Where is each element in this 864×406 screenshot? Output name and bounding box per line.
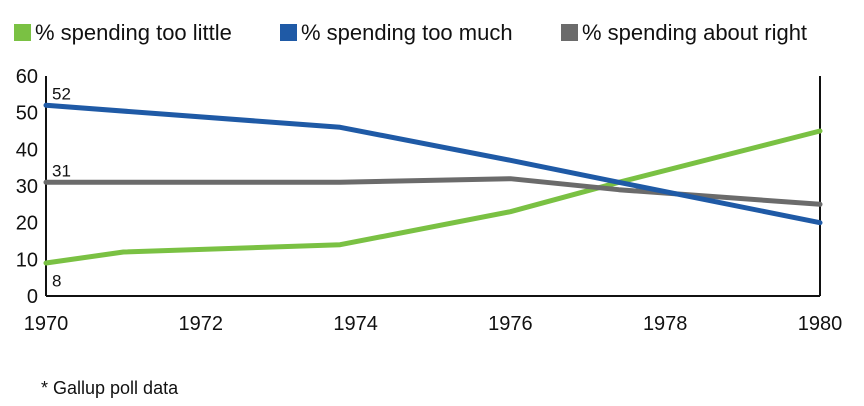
y-tick-label: 50 — [16, 103, 38, 125]
legend-label: % spending too much — [301, 20, 513, 45]
y-tick-label: 60 — [16, 66, 38, 88]
legend-swatch — [561, 24, 578, 41]
y-tick-label: 40 — [16, 139, 38, 161]
footnote: * Gallup poll data — [41, 378, 179, 398]
series-line-1 — [43, 102, 823, 226]
data-labels: 52 31 8 — [52, 84, 71, 290]
y-tick-label: 10 — [16, 249, 38, 271]
series-line-0 — [43, 128, 823, 266]
series-lines — [43, 102, 823, 266]
data-label: 52 — [52, 84, 71, 103]
chart-legend: % spending too little % spending too much… — [14, 20, 807, 45]
legend-swatch — [14, 24, 31, 41]
x-tick-label: 1974 — [333, 313, 378, 335]
y-tick-label: 20 — [16, 213, 38, 235]
x-tick-label: 1978 — [643, 313, 688, 335]
data-label: 8 — [52, 272, 61, 291]
data-label: 31 — [52, 161, 71, 180]
y-tick-label: 30 — [16, 176, 38, 198]
x-axis-ticks: 1970 1972 1974 1976 1978 1980 — [24, 313, 843, 335]
y-axis-ticks: 0 10 20 30 40 50 60 — [16, 66, 38, 308]
x-tick-label: 1970 — [24, 313, 69, 335]
x-tick-label: 1980 — [798, 313, 843, 335]
chart-axes — [45, 76, 821, 297]
y-tick-label: 0 — [27, 286, 38, 308]
legend-label: % spending about right — [582, 20, 807, 45]
x-tick-label: 1972 — [179, 313, 224, 335]
x-tick-label: 1976 — [488, 313, 533, 335]
legend-label: % spending too little — [35, 20, 232, 45]
legend-swatch — [280, 24, 297, 41]
